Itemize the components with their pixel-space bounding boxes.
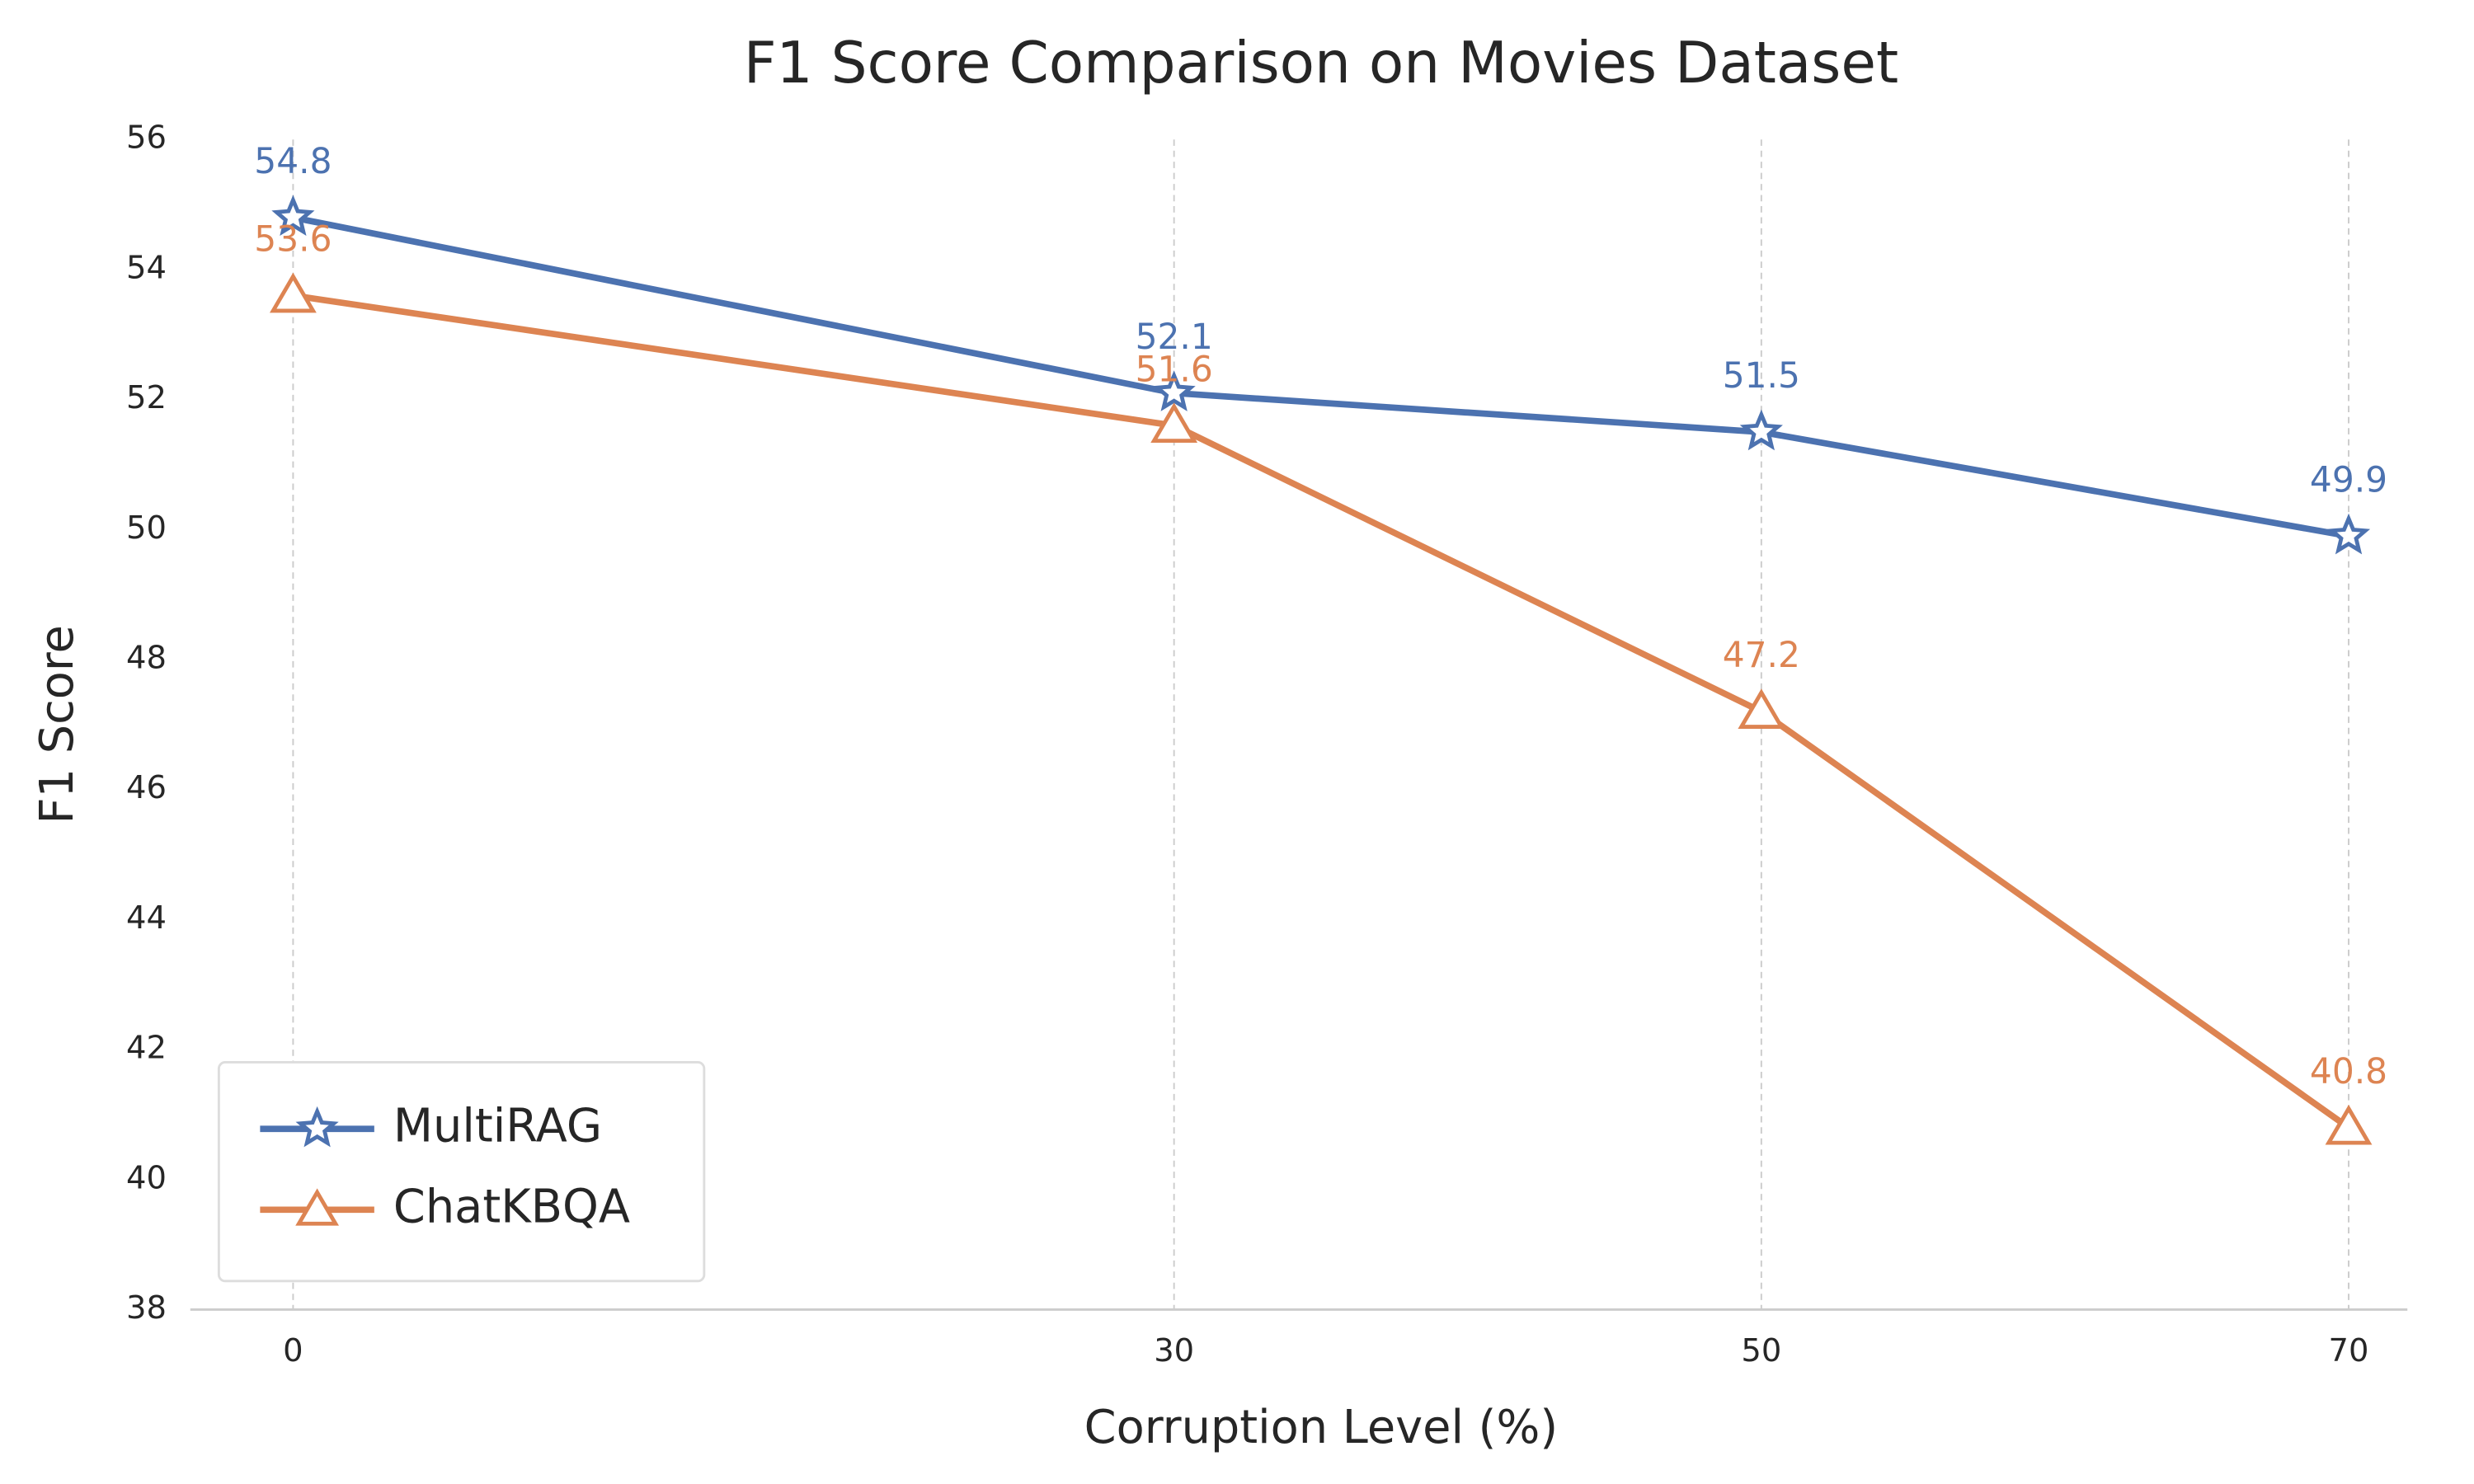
data-label: 49.9 — [2310, 459, 2387, 500]
data-label: 53.6 — [254, 219, 332, 260]
y-tick-label: 40 — [126, 1159, 167, 1196]
data-label: 51.6 — [1136, 349, 1213, 389]
point-marker — [269, 272, 317, 313]
y-tick-label: 38 — [126, 1289, 167, 1327]
legend-label: MultiRAG — [393, 1099, 602, 1153]
point-marker — [1739, 409, 1783, 451]
data-label: 54.8 — [254, 141, 332, 181]
point-marker — [2325, 1104, 2373, 1145]
y-tick-label: 42 — [126, 1030, 167, 1067]
data-label: 47.2 — [1723, 635, 1800, 675]
point-marker — [1738, 688, 1785, 729]
point-marker — [2326, 513, 2371, 555]
y-tick-label: 52 — [126, 379, 167, 416]
y-tick-label: 56 — [126, 120, 167, 157]
x-tick-label: 30 — [1154, 1332, 1194, 1369]
x-axis-label: Corruption Level (%) — [1084, 1401, 1559, 1454]
y-tick-label: 54 — [126, 249, 167, 286]
x-tick-label: 70 — [2329, 1332, 2369, 1369]
x-tick-label: 50 — [1741, 1332, 1781, 1369]
point-marker — [271, 195, 315, 237]
data-label: 52.1 — [1136, 317, 1213, 357]
y-tick-label: 46 — [126, 769, 167, 806]
legend-label: ChatKBQA — [393, 1180, 630, 1233]
y-tick-label: 44 — [126, 899, 167, 937]
legend-box — [217, 1061, 706, 1283]
chart-title: F1 Score Comparison on Movies Dataset — [744, 31, 1898, 96]
series-line — [292, 214, 2349, 539]
legend-marker — [295, 1188, 340, 1226]
y-tick-label: 48 — [126, 640, 167, 677]
x-tick-label: 0 — [283, 1332, 303, 1369]
data-label: 40.8 — [2310, 1051, 2387, 1092]
y-axis-label: F1 Score — [31, 625, 84, 824]
y-tick-label: 50 — [126, 510, 167, 547]
data-label: 51.5 — [1723, 355, 1800, 396]
legend-marker — [295, 1106, 339, 1148]
series-line — [292, 292, 2351, 1130]
point-marker — [1152, 370, 1196, 411]
point-marker — [1150, 402, 1198, 444]
